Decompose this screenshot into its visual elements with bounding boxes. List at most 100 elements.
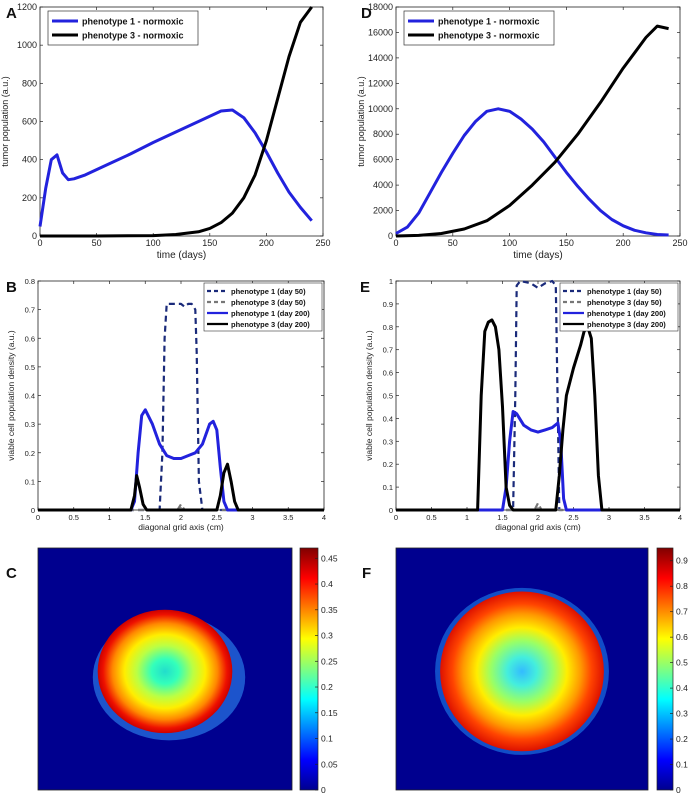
colorbar-tick-label: 0: [676, 785, 681, 794]
x-tick-label: 1: [107, 513, 111, 522]
x-tick-label: 200: [616, 238, 631, 248]
x-tick-label: 2.5: [212, 513, 222, 522]
y-tick-label: 0.2: [383, 460, 393, 469]
panel-b: B 0 0.5 1 1.5 2 2.5 3 3.5 4 0 0.1 0.2 0.3 0.4 0.5 0.6 0.7…: [6, 277, 326, 532]
colorbar-tick-label: 0.5: [676, 658, 688, 668]
x-tick-label: 0: [394, 513, 398, 522]
colorbar: [299, 547, 319, 791]
legend-entry: phenotype 3 - normoxic: [438, 31, 540, 41]
colorbar-tick-label: 0.45: [321, 553, 338, 563]
series-line-2: [40, 6, 313, 238]
x-tick-label: 150: [559, 238, 574, 248]
x-tick-label: 4: [322, 513, 326, 522]
y-tick-label: 0.4: [25, 392, 35, 401]
colorbar-tick-label: 0: [321, 785, 326, 794]
y-tick-label: 0: [32, 231, 37, 241]
series-line-1: [38, 302, 324, 512]
colorbar-tick-label: 0.7: [676, 607, 688, 617]
series-line-1: [395, 107, 669, 237]
y-tick-label: 800: [22, 78, 37, 88]
legend-entry: phenotype 1 (day 50): [231, 287, 306, 296]
x-tick-label: 3.5: [283, 513, 293, 522]
x-tick-label: 2: [536, 513, 540, 522]
legend-entry: phenotype 1 (day 200): [587, 309, 666, 318]
legend-box: [403, 10, 555, 46]
y-tick-label: 18000: [368, 2, 393, 12]
colorbar-tick-label: 0.35: [321, 605, 338, 615]
x-tick-label: 3.5: [639, 513, 649, 522]
panel-letter: F: [362, 565, 371, 582]
y-tick-label: 0.9: [383, 300, 393, 309]
y-tick-label: 200: [22, 193, 37, 203]
y-tick-label: 16000: [368, 27, 393, 37]
x-tick-label: 2.5: [568, 513, 578, 522]
y-tick-label: 0.1: [25, 477, 35, 486]
x-tick-label: 50: [92, 238, 102, 248]
colorbar-tick-label: 0.9: [676, 556, 688, 566]
legend-entry: phenotype 1 (day 50): [587, 287, 662, 296]
colorbar-tick-label: 0.25: [321, 656, 338, 666]
y-tick-label: 0: [31, 506, 35, 515]
legend-entry: phenotype 1 - normoxic: [438, 17, 540, 27]
y-tick-label: 0.5: [383, 392, 393, 401]
y-tick-label: 14000: [368, 53, 393, 63]
colorbar-tick-label: 0.3: [321, 631, 333, 641]
colorbar: [656, 547, 674, 791]
y-tick-label: 0.7: [25, 306, 35, 315]
y-tick-label: 1000: [17, 40, 37, 50]
x-tick-label: 3: [607, 513, 611, 522]
panel-d: D 0 50 100 150 200 250 0 2000 4000 6000 8000 10000 12…: [356, 2, 688, 261]
series-line-3: [38, 408, 324, 512]
x-axis-label: diagonal grid axis (cm): [495, 522, 581, 532]
panel-c: C 0 0.05 0.1 0.15 0.2 0.25 0.3 0.35 0.4 0.45: [6, 547, 338, 794]
legend-entry: phenotype 3 (day 200): [231, 320, 310, 329]
tumor-disc: [97, 609, 233, 734]
x-tick-label: 100: [146, 238, 161, 248]
panel-letter: C: [6, 565, 17, 582]
colorbar-tick-label: 0.4: [676, 683, 688, 693]
x-tick-label: 0: [393, 238, 398, 248]
x-tick-label: 0.5: [426, 513, 436, 522]
y-tick-label: 0.4: [383, 414, 393, 423]
y-tick-label: 1200: [17, 2, 37, 12]
panel-letter: D: [361, 5, 372, 22]
y-tick-label: 12000: [368, 78, 393, 88]
x-axis-label: diagonal grid axis (cm): [138, 522, 224, 532]
colorbar-tick-label: 0.2: [321, 682, 333, 692]
y-tick-label: 0.6: [383, 369, 393, 378]
colorbar-tick-label: 0.15: [321, 708, 338, 718]
colorbar-tick-label: 0.3: [676, 709, 688, 719]
colorbar-tick-label: 0.05: [321, 759, 338, 769]
x-axis-label: time (days): [513, 250, 562, 261]
legend-entry: phenotype 1 (day 200): [231, 309, 310, 318]
y-tick-label: 600: [22, 117, 37, 127]
legend-entry: phenotype 3 (day 50): [231, 298, 306, 307]
panel-letter: B: [6, 279, 17, 296]
y-tick-label: 0: [388, 231, 393, 241]
series-line-4: [396, 318, 680, 512]
x-tick-label: 4: [678, 513, 682, 522]
legend-entry: phenotype 3 - normoxic: [82, 31, 184, 41]
colorbar-tick-label: 0.1: [321, 734, 333, 744]
y-tick-label: 0.3: [383, 437, 393, 446]
series-line-2: [395, 24, 669, 238]
x-tick-label: 150: [202, 238, 217, 248]
x-tick-label: 100: [502, 238, 517, 248]
x-tick-label: 250: [672, 238, 687, 248]
y-tick-label: 0.7: [383, 346, 393, 355]
panel-letter: E: [360, 279, 370, 296]
series-line-1: [396, 279, 680, 512]
panel-a: A 0 50 100 150 200 250 0 200 400 600 800 1000 1200 tim…: [0, 2, 331, 261]
y-axis-label: viable cell population density (a.u.): [6, 330, 16, 461]
y-tick-label: 1: [389, 277, 393, 286]
colorbar-tick-label: 0.8: [676, 581, 688, 591]
colorbar-tick-label: 0.2: [676, 734, 688, 744]
legend-box: [47, 10, 199, 46]
series-line-1: [38, 108, 313, 227]
colorbar-tick-label: 0.4: [321, 579, 333, 589]
colorbar-tick-label: 0.1: [676, 760, 688, 770]
x-tick-label: 3: [250, 513, 254, 522]
y-tick-label: 0.5: [25, 363, 35, 372]
